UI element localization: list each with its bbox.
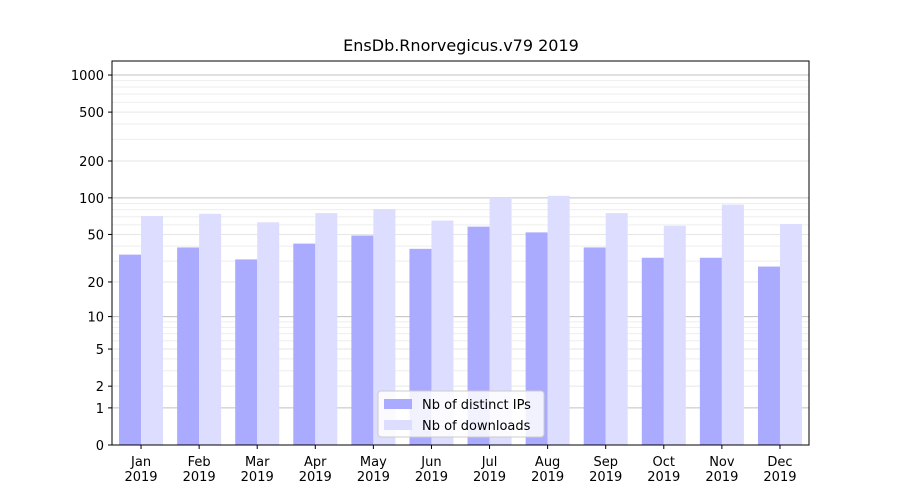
bar-downloads (547, 195, 570, 445)
y-tick-label: 0 (96, 439, 104, 454)
y-axis: 0 1 2 5 10 20 50 100 200 500 1000 (71, 69, 112, 454)
y-tick-label: 500 (79, 106, 104, 121)
bar-downloads (721, 204, 744, 445)
x-tick-label: Feb 2019 (183, 455, 216, 485)
y-tick-label: 50 (87, 228, 104, 243)
y-tick-label: 20 (87, 276, 104, 291)
bar-distinct-ips (351, 235, 374, 445)
bar-distinct-ips (235, 259, 258, 445)
plot-frame (111, 60, 810, 446)
x-tick-label: Nov 2019 (705, 455, 738, 485)
legend-swatch (384, 420, 412, 430)
x-axis: Jan 2019 Feb 2019 Mar 2019 Apr 2019 May 2019 Jun 20… (124, 445, 797, 485)
y-tick-label: 5 (96, 343, 104, 358)
bar-distinct-ips (467, 226, 490, 445)
legend-label: Nb of distinct IPs (422, 398, 531, 413)
y-tick-label: 200 (79, 155, 104, 170)
legend-swatch (384, 399, 412, 409)
x-tick-label: Sep 2019 (589, 455, 622, 485)
bar-distinct-ips (583, 247, 606, 445)
grid (112, 74, 809, 446)
x-tick-label: May 2019 (357, 455, 390, 485)
bars (119, 195, 802, 445)
x-tick-label: Mar 2019 (241, 455, 274, 485)
bar-downloads (257, 222, 280, 445)
bar-downloads (373, 209, 396, 445)
bar-downloads (141, 215, 164, 445)
bar-downloads (315, 213, 338, 445)
y-tick-label: 1 (96, 402, 104, 417)
bar-distinct-ips (699, 257, 722, 445)
bar-distinct-ips (757, 266, 780, 445)
x-tick-label: Jul 2019 (473, 455, 506, 485)
x-tick-label: Aug 2019 (531, 455, 564, 485)
x-tick-label: Oct 2019 (647, 455, 680, 485)
bar-distinct-ips (293, 243, 316, 445)
bar-distinct-ips (119, 254, 142, 445)
y-tick-label: 100 (79, 192, 104, 207)
chart-title: EnsDb.Rnorvegicus.v79 2019 (343, 36, 579, 55)
y-tick-label: 10 (87, 311, 104, 326)
legend: Nb of distinct IPs Nb of downloads (377, 390, 545, 438)
bar-downloads (489, 197, 512, 445)
bar-downloads (779, 223, 802, 445)
legend-label: Nb of downloads (422, 419, 531, 434)
x-tick-label: Apr 2019 (299, 455, 332, 485)
bar-downloads (199, 213, 222, 445)
x-tick-label: Jan 2019 (124, 455, 157, 485)
x-tick-label: Jun 2019 (415, 455, 448, 485)
bar-distinct-ips (641, 257, 664, 445)
bar-distinct-ips (177, 247, 200, 445)
bar-downloads (605, 213, 628, 445)
legend-box (377, 390, 545, 438)
x-tick-label: Dec 2019 (763, 455, 796, 485)
bar-downloads (431, 220, 454, 445)
y-tick-label: 1000 (71, 69, 104, 84)
y-tick-label: 2 (96, 380, 104, 395)
bar-downloads (663, 225, 686, 445)
